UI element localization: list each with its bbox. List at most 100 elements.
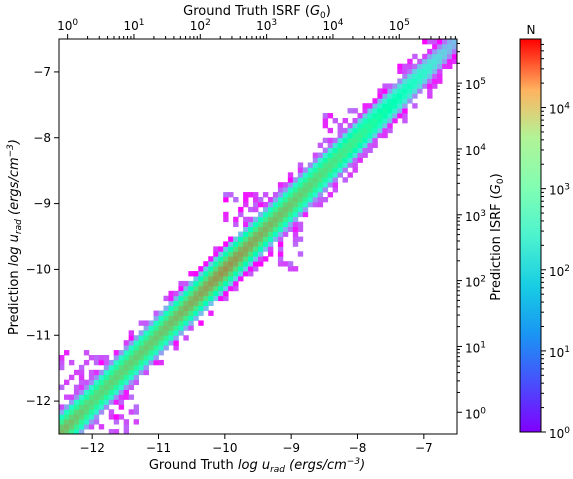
heatmap-cell [248,221,254,228]
heatmap-cell [267,211,274,218]
right-tick-label: 102 [465,275,486,290]
heatmap-cell [277,231,284,237]
heatmap-cell [163,335,169,341]
heatmap-cell [258,201,264,208]
heatmap-cell [382,118,388,124]
heatmap-cell [113,374,120,381]
heatmap-cell [198,266,204,272]
y-tick-label: −12 [26,394,51,408]
heatmap-cell [138,364,144,371]
heatmap-cell [118,414,125,420]
heatmap-cell [223,280,229,287]
heatmap-cell [287,197,294,203]
heatmap-cell [103,369,110,376]
heatmap-cell [83,424,90,430]
heatmap-cell [432,63,438,70]
heatmap-cell [317,162,324,168]
heatmap-cell [427,39,433,45]
heatmap-cell [412,93,418,99]
heatmap-cell [352,127,358,134]
heatmap-cell [387,83,393,89]
heatmap-cell [322,177,329,183]
heatmap-cell [397,63,403,70]
heatmap-cell [317,201,324,208]
heatmap-cell [113,359,120,366]
heatmap-cell [198,290,204,297]
heatmap-cell [193,315,199,321]
heatmap-cell [88,384,95,390]
heatmap-cell [452,43,457,50]
heatmap-cell [83,394,90,400]
heatmap-cell [382,108,388,114]
heatmap-cell [223,211,229,218]
heatmap-cell [218,261,224,267]
heatmap-cell [243,216,249,223]
heatmap-cell [277,261,284,267]
heatmap-cell [442,39,448,45]
heatmap-cell [213,266,219,272]
heatmap-cell [153,330,159,336]
heatmap-cell [233,246,239,252]
heatmap-cell [312,201,319,208]
heatmap-cell [437,43,443,50]
heatmap-cell [432,78,438,84]
heatmap-cell [59,404,65,410]
heatmap-cell [248,246,254,252]
heatmap-cell [447,48,453,55]
heatmap-cell [347,172,353,178]
heatmap-cell [228,271,234,277]
heatmap-cell [193,290,199,297]
heatmap-cell [367,142,373,149]
heatmap-cell [218,276,224,282]
heatmap-cell [228,251,234,257]
heatmap-cell [302,167,309,173]
heatmap-cell [88,389,95,395]
colorbar [519,38,542,433]
heatmap-cell [158,310,164,316]
heatmap-cell [113,399,120,405]
heatmap-cell [297,177,304,183]
heatmap-cell [372,132,378,139]
heatmap-cell [357,113,363,119]
heatmap-cell [113,369,120,376]
heatmap-cell [272,197,279,203]
heatmap-cell [193,280,199,287]
heatmap-cell [113,350,120,356]
heatmap-cell [168,295,174,302]
heatmap-cell [183,315,189,321]
heatmap-cell [178,285,184,292]
heatmap-cell [407,88,413,94]
heatmap-cell [407,58,413,65]
heatmap-cell [442,63,448,70]
heatmap-cell [277,206,284,213]
heatmap-cell [203,271,209,277]
heatmap-cell [93,399,100,405]
heatmap-cell [427,48,433,55]
heatmap-cell [218,266,224,272]
heatmap-cell [188,325,194,331]
heatmap-cell [402,113,408,119]
heatmap-cell [238,276,244,282]
heatmap-cell [322,157,329,163]
heatmap-cell [322,187,329,193]
heatmap-cell [337,137,343,144]
heatmap-cell [277,182,284,188]
heatmap-cell [59,359,65,366]
heatmap-cell [248,261,254,267]
heatmap-cell [387,88,393,94]
heatmap-cell [128,340,135,346]
heatmap-cell [98,384,105,390]
heatmap-cell [228,236,234,242]
heatmap-cell [322,182,329,188]
heatmap-cell [437,68,443,74]
heatmap-cell [118,379,125,386]
heatmap-cell [93,369,100,376]
heatmap-cell [287,211,294,218]
heatmap-cell [352,137,358,144]
heatmap-cell [148,330,154,336]
heatmap-cell [133,369,140,376]
heatmap-cell [262,236,269,242]
heatmap-cell [103,389,110,395]
heatmap-cell [327,157,334,163]
heatmap-cell [78,424,85,430]
